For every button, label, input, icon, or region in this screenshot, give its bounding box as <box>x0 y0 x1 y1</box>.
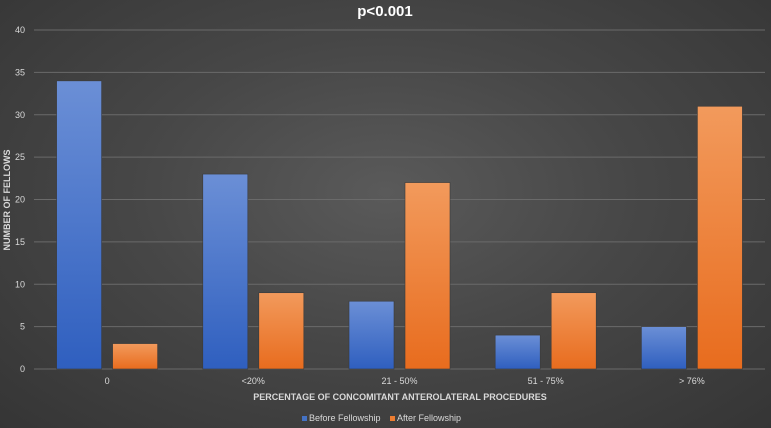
legend-label: After Fellowship <box>397 413 461 423</box>
chart-title: p<0.001 <box>357 3 412 20</box>
bar-after <box>404 182 451 370</box>
bar-after <box>258 292 305 370</box>
bars <box>56 80 743 370</box>
y-tick-label: 30 <box>15 110 25 120</box>
y-axis-ticks: 0 5 10 15 20 25 30 35 40 <box>15 25 25 374</box>
bar-before <box>202 173 249 370</box>
x-axis-title: PERCENTAGE OF CONCOMITANT ANTEROLATERAL … <box>253 392 547 402</box>
bar-after <box>697 105 743 370</box>
y-axis-title: NUMBER OF FELLOWS <box>2 150 12 251</box>
legend-label: Before Fellowship <box>309 413 381 423</box>
bar-before <box>641 326 687 370</box>
bar-after <box>550 292 597 370</box>
y-tick-label: 25 <box>15 152 25 162</box>
y-tick-label: 5 <box>20 322 25 332</box>
x-tick-label: 0 <box>105 376 110 386</box>
bar-before <box>348 300 395 370</box>
gridlines <box>34 29 765 370</box>
x-tick-label: 51 - 75% <box>528 376 564 386</box>
x-tick-label: > 76% <box>679 376 705 386</box>
y-tick-label: 20 <box>15 195 25 205</box>
y-tick-label: 35 <box>15 67 25 77</box>
bar-before <box>56 80 102 370</box>
y-tick-label: 15 <box>15 237 25 247</box>
y-tick-label: 10 <box>15 279 25 289</box>
x-axis-ticks: 0 <20% 21 - 50% 51 - 75% > 76% <box>105 376 705 386</box>
bar-before <box>494 334 541 370</box>
x-tick-label: 21 - 50% <box>381 376 417 386</box>
bar-after <box>112 343 158 370</box>
x-tick-label: <20% <box>242 376 265 386</box>
y-tick-label: 40 <box>15 25 25 35</box>
legend: Before Fellowship After Fellowship <box>302 413 461 423</box>
legend-swatch <box>390 416 395 421</box>
legend-swatch <box>302 416 307 421</box>
y-tick-label: 0 <box>20 364 25 374</box>
